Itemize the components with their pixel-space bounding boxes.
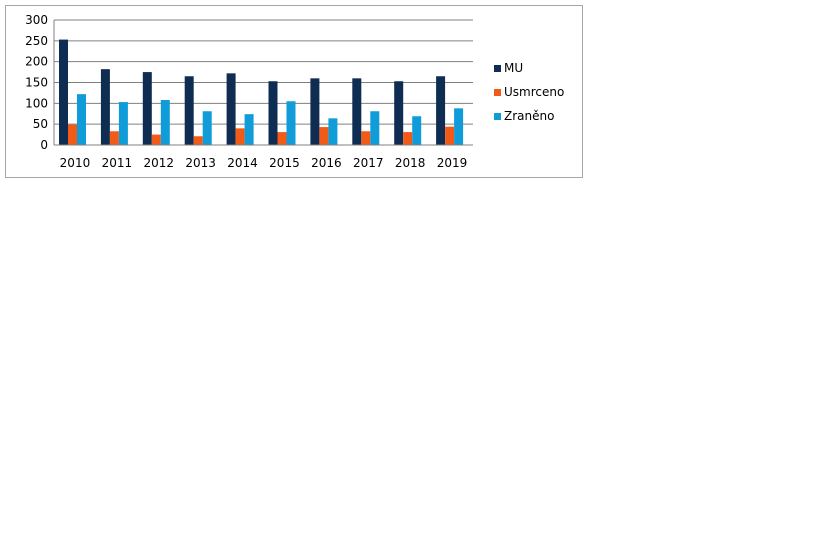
y-tick-label: 300 <box>25 13 48 27</box>
bar-zraněno-2017 <box>370 111 380 145</box>
bar-mu-2014 <box>226 73 236 145</box>
bar-usmrceno-2019 <box>445 126 455 145</box>
x-tick-label: 2011 <box>102 156 133 170</box>
x-tick-label: 2014 <box>227 156 258 170</box>
legend-label-zraněno: Zraněno <box>504 109 554 123</box>
x-tick-label: 2012 <box>143 156 174 170</box>
bar-usmrceno-2011 <box>109 131 119 145</box>
bar-zraněno-2012 <box>160 100 170 145</box>
legend: MU Usmrceno Zraněno <box>494 61 564 123</box>
x-tick-label: 2010 <box>60 156 91 170</box>
bar-zraněno-2019 <box>454 108 464 145</box>
legend-label-mu: MU <box>504 61 523 75</box>
bar-mu-2018 <box>394 81 404 145</box>
bar-mu-2011 <box>100 69 110 145</box>
gridlines <box>54 19 473 125</box>
x-axis-tick-labels: 2010 2011 2012 2013 2014 2015 2016 2017 2018 2019 <box>60 156 468 170</box>
bar-mu-2012 <box>142 72 152 145</box>
axes <box>53 20 473 146</box>
bar-zraněno-2014 <box>244 114 254 145</box>
bar-usmrceno-2012 <box>151 134 161 145</box>
bar-zraněno-2011 <box>118 102 128 145</box>
bar-usmrceno-2016 <box>319 127 329 145</box>
bars <box>59 39 464 146</box>
y-tick-label: 200 <box>25 55 48 69</box>
bar-usmrceno-2017 <box>361 131 371 145</box>
y-tick-label: 250 <box>25 34 48 48</box>
chart-frame: 0 50 100 150 200 250 300 2010 2011 2012 2013 2014 2… <box>5 5 583 178</box>
x-tick-label: 2013 <box>185 156 216 170</box>
y-tick-label: 150 <box>25 76 48 90</box>
x-tick-label: 2017 <box>353 156 384 170</box>
bar-mu-2016 <box>310 78 320 145</box>
bar-usmrceno-2014 <box>235 128 245 145</box>
y-axis-tick-labels: 0 50 100 150 200 250 300 <box>25 13 48 152</box>
bar-usmrceno-2013 <box>193 136 203 145</box>
x-tick-label: 2015 <box>269 156 300 170</box>
bar-usmrceno-2010 <box>68 124 77 145</box>
bar-mu-2013 <box>184 76 194 145</box>
x-tick-label: 2019 <box>437 156 468 170</box>
bar-zraněno-2018 <box>412 116 422 145</box>
bar-zraněno-2015 <box>286 101 296 145</box>
bar-usmrceno-2018 <box>403 132 413 145</box>
legend-label-usmrceno: Usmrceno <box>504 85 564 99</box>
bar-zraněno-2010 <box>77 94 86 145</box>
bar-zraněno-2013 <box>202 111 212 145</box>
legend-swatch-usmrceno <box>494 89 501 96</box>
bar-usmrceno-2015 <box>277 132 287 145</box>
y-tick-label: 0 <box>40 138 48 152</box>
bar-mu-2010 <box>59 39 68 146</box>
bar-mu-2017 <box>352 78 362 145</box>
bar-mu-2015 <box>268 81 278 145</box>
y-tick-label: 50 <box>33 117 48 131</box>
y-tick-label: 100 <box>25 96 48 110</box>
x-tick-label: 2016 <box>311 156 342 170</box>
legend-swatch-zraněno <box>494 113 501 120</box>
bar-mu-2019 <box>436 76 446 145</box>
legend-swatch-mu <box>494 65 501 72</box>
x-tick-label: 2018 <box>395 156 426 170</box>
bar-zraněno-2016 <box>328 118 338 145</box>
